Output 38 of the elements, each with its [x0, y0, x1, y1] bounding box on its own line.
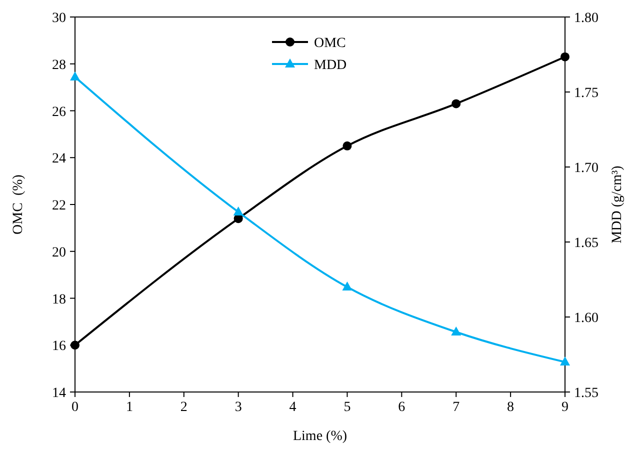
y2-axis-title: MDD (g/cm³) — [610, 165, 625, 244]
point — [342, 141, 352, 150]
y-tick-label: 20 — [52, 245, 66, 260]
x-tick-label: 1 — [126, 400, 133, 415]
point — [560, 52, 570, 62]
legend-label: OMC — [314, 36, 346, 51]
point — [560, 356, 570, 366]
point — [342, 282, 352, 290]
y-tick-label: 24 — [52, 152, 66, 167]
y-tick-label: 26 — [52, 104, 66, 120]
x-tick-label: 3 — [234, 400, 242, 415]
y-tick-label: 14 — [52, 386, 66, 401]
point — [70, 72, 80, 80]
x-tick-label: 7 — [452, 400, 460, 415]
point — [452, 99, 461, 108]
y-tick-label: 22 — [52, 198, 66, 214]
x-tick-label: 2 — [180, 400, 188, 415]
y-tick-label: 30 — [52, 11, 66, 26]
y2-tick-label: 1.55 — [574, 386, 598, 401]
x-tick-label: 9 — [562, 400, 568, 415]
y-tick-label: 28 — [52, 58, 66, 73]
x-tick-label: 8 — [507, 400, 514, 415]
y-tick-label: 16 — [52, 339, 66, 354]
y2-tick-label: 1.60 — [574, 311, 598, 326]
x-tick-label: 6 — [398, 400, 406, 415]
y-axis-title: OMC (%) — [11, 174, 26, 234]
x-tick-label: 0 — [72, 400, 78, 415]
x-tick-label: 4 — [289, 400, 296, 415]
point — [233, 206, 244, 216]
y-tick-label: 18 — [52, 292, 66, 308]
x-tick-label: 5 — [344, 400, 351, 415]
point — [451, 326, 462, 336]
y2-tick-label: 1.70 — [574, 161, 598, 176]
legend-label: MDD — [314, 58, 347, 73]
x-axis-title: Lime (%) — [292, 429, 348, 444]
y2-tick-label: 1.80 — [574, 11, 598, 26]
y2-tick-label: 1.75 — [574, 86, 598, 101]
y2-tick-label: 1.65 — [574, 236, 598, 251]
